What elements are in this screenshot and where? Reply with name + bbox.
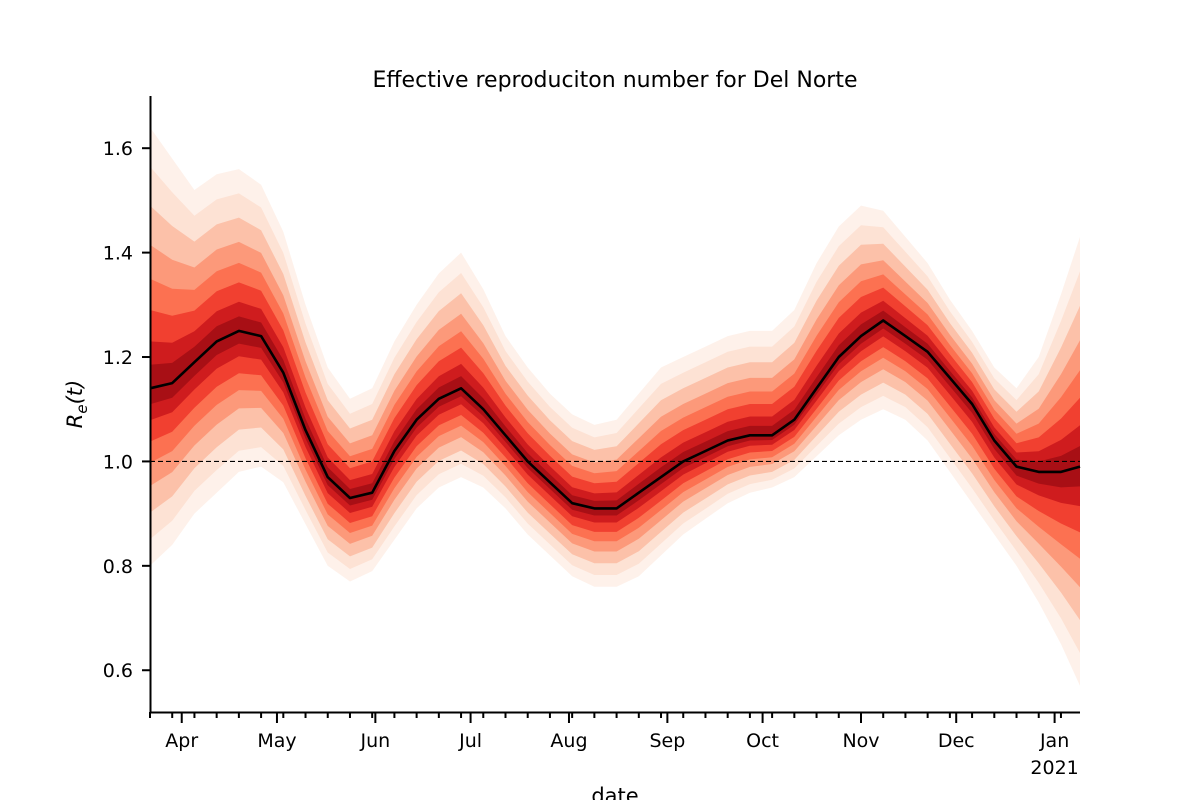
x-ticks: Apr May Jun Jul Aug Sep Oct Nov Dec Jan 2021 (149, 712, 1079, 779)
x-tick-year-label: 2021 (1030, 757, 1078, 779)
x-tick-label: Sep (649, 730, 685, 752)
x-tick-label: Oct (746, 730, 779, 752)
y-axis-label: Re(t) (63, 380, 91, 428)
y-ticks: 0.6 0.8 1.0 1.2 1.4 1.6 (103, 138, 150, 682)
y-tick-label: 1.2 (103, 347, 133, 369)
y-tick-label: 0.6 (103, 660, 133, 682)
y-tick-label: 1.0 (103, 451, 133, 473)
band-7 (150, 310, 1080, 516)
x-tick-label: Jun (360, 730, 391, 752)
y-axis-label-arg: (t) (63, 380, 87, 405)
y-tick-label: 1.6 (103, 138, 133, 160)
x-tick-label: Jan (1039, 730, 1069, 752)
x-axis-label: date (591, 784, 638, 800)
x-tick-label: Dec (938, 730, 975, 752)
y-axis-label-subscript: e (73, 404, 91, 413)
x-tick-label: Apr (165, 730, 198, 752)
x-tick-label: Aug (550, 730, 587, 752)
chart-title: Effective reproduciton number for Del No… (373, 68, 858, 93)
y-tick-label: 0.8 (103, 556, 133, 578)
y-axis-label-main: R (63, 414, 87, 429)
x-tick-label: Nov (842, 730, 879, 752)
x-tick-label: May (257, 730, 296, 752)
credible-interval-bands (150, 127, 1080, 686)
x-tick-label: Jul (458, 730, 482, 752)
median-line (149, 319, 1081, 510)
y-tick-label: 1.4 (103, 243, 133, 265)
